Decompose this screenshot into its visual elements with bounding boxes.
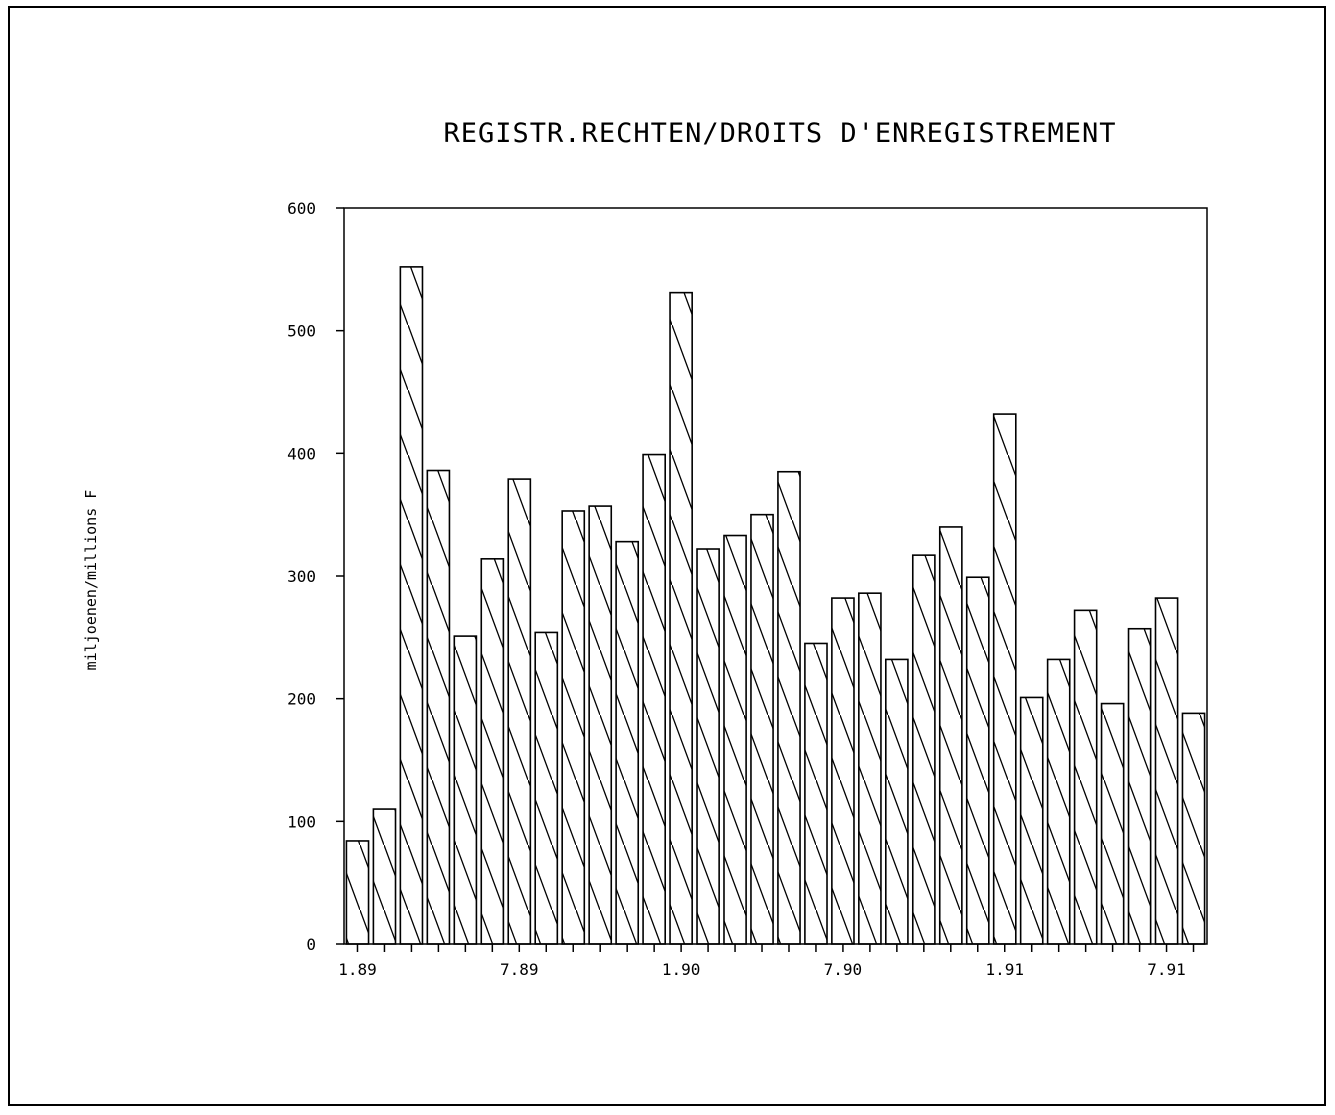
bar <box>561 510 586 945</box>
bar <box>507 478 532 945</box>
bar <box>1073 609 1098 945</box>
bar <box>858 592 882 945</box>
chart-title: REGISTR.RECHTEN/DROITS D'ENREGISTREMENT <box>444 118 1117 149</box>
bar <box>534 631 559 945</box>
x-tick-label: 7.89 <box>500 960 539 979</box>
bar <box>1127 627 1152 945</box>
y-axis: 0 100 200 300 400 500 600 <box>287 199 344 954</box>
bar <box>1181 712 1206 945</box>
x-tick-label: 1.91 <box>985 960 1024 979</box>
bars <box>345 266 1206 945</box>
bar <box>642 453 666 945</box>
y-axis-label: miljoenen/millions F <box>82 490 100 671</box>
bar <box>938 526 963 945</box>
y-tick-label: 300 <box>287 567 316 586</box>
x-tick-label: 7.91 <box>1147 960 1186 979</box>
bar <box>399 266 424 945</box>
chart-frame <box>8 6 1326 1106</box>
bar <box>885 658 909 945</box>
bar <box>750 513 774 945</box>
bar <box>480 558 505 945</box>
bar <box>615 540 640 945</box>
bar <box>372 808 397 945</box>
y-tick-label: 0 <box>306 935 316 954</box>
y-tick-label: 400 <box>287 444 316 463</box>
bar <box>453 635 478 945</box>
bar <box>992 413 1017 945</box>
bar <box>669 291 693 945</box>
bar <box>588 505 613 945</box>
bar <box>777 470 801 945</box>
bar <box>723 534 747 945</box>
x-axis: 1.89 7.89 1.90 7.90 1.91 7.91 <box>338 944 1195 979</box>
bar <box>1046 658 1071 945</box>
bar <box>831 597 855 945</box>
y-tick-label: 100 <box>287 812 316 831</box>
bar <box>696 548 720 945</box>
x-tick-label: 7.90 <box>824 960 863 979</box>
x-tick-label: 1.90 <box>662 960 701 979</box>
bar <box>345 840 370 945</box>
y-tick-label: 600 <box>287 199 316 218</box>
bar <box>1100 702 1125 945</box>
y-tick-label: 500 <box>287 322 316 341</box>
x-tick-label: 1.89 <box>338 960 377 979</box>
bar <box>804 642 828 945</box>
bar <box>965 576 990 945</box>
bar <box>1154 597 1179 945</box>
bar <box>911 554 936 945</box>
y-tick-label: 200 <box>287 690 316 709</box>
bar <box>1019 696 1044 945</box>
bar <box>426 469 451 945</box>
